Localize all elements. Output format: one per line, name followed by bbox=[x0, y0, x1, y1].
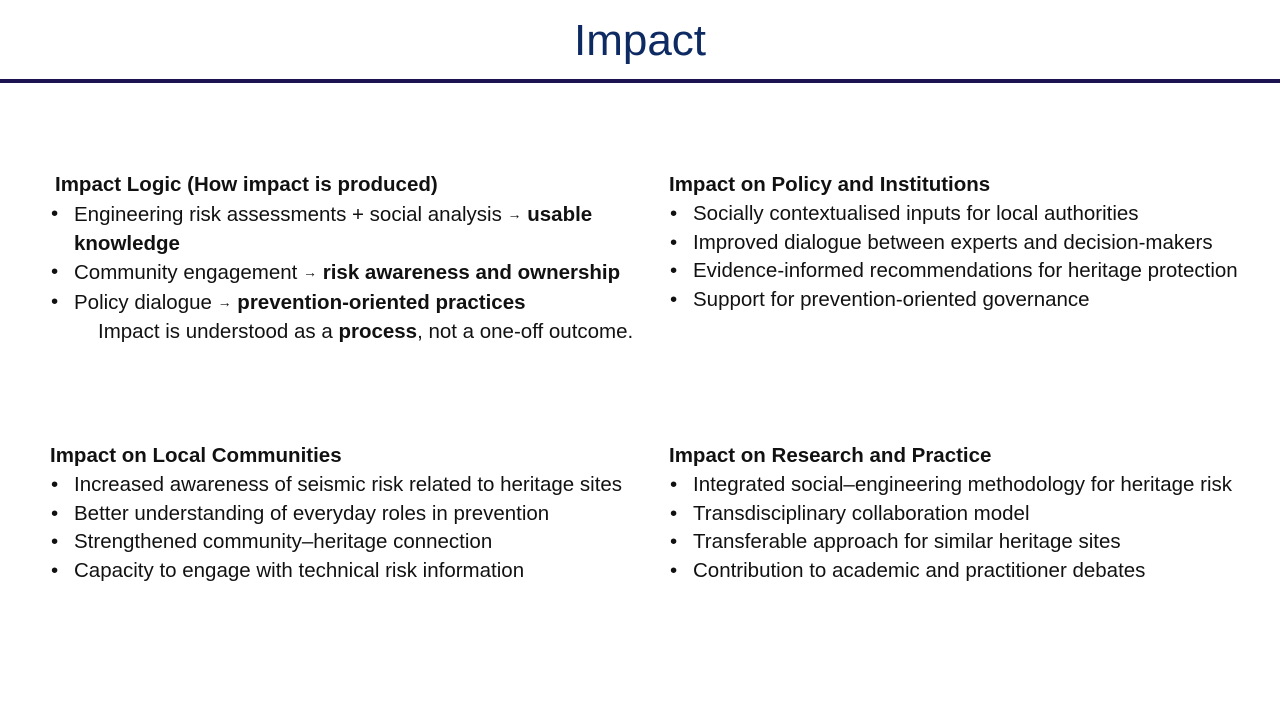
list-item-text: Engineering risk assessments + social an… bbox=[74, 202, 508, 226]
list-item: Contribution to academic and practitione… bbox=[669, 557, 1269, 586]
list-item-emphasis: risk awareness and ownership bbox=[322, 261, 621, 285]
list-item: Community engagement → risk awareness an… bbox=[50, 258, 650, 288]
research-list: Integrated social–engineering methodolog… bbox=[669, 471, 1269, 586]
list-item-emphasis: prevention-oriented practices bbox=[237, 291, 526, 315]
slide-title: Impact bbox=[573, 16, 707, 65]
list-item: Transferable approach for similar herita… bbox=[669, 528, 1269, 557]
note-emphasis: process bbox=[338, 319, 418, 343]
list-item: Support for prevention-oriented governan… bbox=[669, 286, 1269, 315]
list-item: Socially contextualised inputs for local… bbox=[669, 200, 1269, 229]
list-item: Improved dialogue between experts and de… bbox=[669, 229, 1269, 258]
list-item: Increased awareness of seismic risk rela… bbox=[50, 471, 650, 500]
communities-heading: Impact on Local Communities bbox=[50, 444, 342, 467]
right-arrow-icon: → bbox=[303, 264, 318, 281]
list-item: Transdisciplinary collaboration model bbox=[669, 500, 1269, 529]
list-item: Policy dialogue → prevention-oriented pr… bbox=[50, 288, 650, 318]
communities-list: Increased awareness of seismic risk rela… bbox=[50, 471, 650, 586]
list-item-text: Community engagement bbox=[74, 261, 304, 285]
policy-heading: Impact on Policy and Institutions bbox=[669, 173, 991, 196]
communities-section: Impact on Local Communities Increased aw… bbox=[50, 442, 650, 586]
right-arrow-icon: → bbox=[217, 294, 232, 311]
list-item-emphasis: usable knowledge bbox=[74, 202, 593, 255]
list-item: Better understanding of everyday roles i… bbox=[50, 500, 650, 529]
list-item: Strengthened community–heritage connecti… bbox=[50, 528, 650, 557]
title-divider bbox=[0, 79, 1280, 83]
note-text-after: , not a one-off outcome. bbox=[417, 319, 634, 343]
right-arrow-icon: → bbox=[507, 205, 522, 222]
list-item: Integrated social–engineering methodolog… bbox=[669, 471, 1269, 500]
research-heading: Impact on Research and Practice bbox=[669, 444, 992, 467]
impact-logic-section: Impact Logic (How impact is produced) En… bbox=[50, 171, 650, 347]
policy-list: Socially contextualised inputs for local… bbox=[669, 200, 1269, 315]
impact-logic-heading: Impact Logic (How impact is produced) bbox=[55, 173, 438, 196]
impact-note: Impact is understood as a process, not a… bbox=[50, 318, 650, 347]
policy-section: Impact on Policy and Institutions Social… bbox=[669, 171, 1269, 315]
research-section: Impact on Research and Practice Integrat… bbox=[669, 442, 1269, 586]
note-text-before: Impact is understood as a bbox=[98, 319, 339, 343]
list-item: Engineering risk assessments + social an… bbox=[50, 200, 650, 259]
list-item-text: Policy dialogue bbox=[74, 291, 218, 315]
impact-logic-list: Engineering risk assessments + social an… bbox=[50, 200, 650, 318]
list-item: Evidence-informed recommendations for he… bbox=[669, 257, 1269, 286]
list-item: Capacity to engage with technical risk i… bbox=[50, 557, 650, 586]
